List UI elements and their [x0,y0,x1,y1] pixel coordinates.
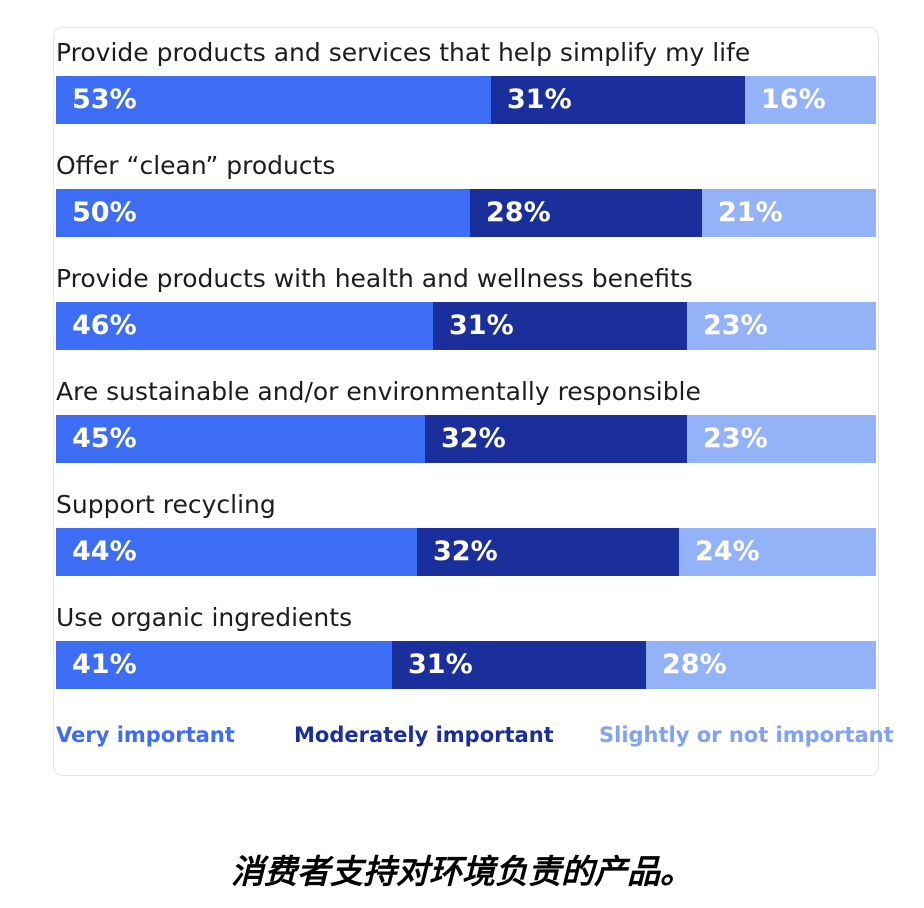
stacked-bar: 53% 31% 16% [56,76,876,124]
bar-value-label: 53% [72,84,137,115]
bar-value-label: 24% [695,536,760,567]
bar-segment-very-important [56,641,392,689]
legend-item-very-important: Very important [56,723,235,747]
bar-segment-slightly-important [679,528,876,576]
bar-segment-moderately-important [417,528,679,576]
bar-segment-moderately-important [470,189,702,237]
bar-segment-slightly-important [646,641,876,689]
category-label: Provide products with health and wellnes… [56,264,693,293]
bar-value-label: 31% [449,310,514,341]
bar-segment-slightly-important [687,302,876,350]
category-label: Support recycling [56,490,276,519]
bar-segment-very-important [56,528,417,576]
bar-segment-slightly-important [745,76,876,124]
bar-segment-very-important [56,302,433,350]
bar-segment-very-important [56,189,470,237]
bar-value-label: 50% [72,197,137,228]
bar-segment-very-important [56,76,491,124]
category-label: Provide products and services that help … [56,38,751,67]
bar-value-label: 21% [718,197,783,228]
bar-segment-slightly-important [687,415,876,463]
stacked-bar: 50% 28% 21% [56,189,876,237]
stacked-bar: 41% 31% 28% [56,641,876,689]
stacked-bar: 45% 32% 23% [56,415,876,463]
stacked-bar: 46% 31% 23% [56,302,876,350]
bar-value-label: 31% [408,649,473,680]
bar-segment-moderately-important [433,302,687,350]
bar-value-label: 44% [72,536,137,567]
bar-value-label: 31% [507,84,572,115]
bar-value-label: 28% [486,197,551,228]
bar-segment-moderately-important [491,76,745,124]
legend-item-slightly-important: Slightly or not important [599,723,894,747]
bar-value-label: 41% [72,649,137,680]
category-label: Use organic ingredients [56,603,353,632]
category-label: Offer “clean” products [56,151,336,180]
bar-value-label: 23% [703,310,768,341]
bar-value-label: 32% [441,423,506,454]
chart-card: Provide products and services that help … [53,27,894,776]
category-label: Are sustainable and/or environmentally r… [56,377,701,406]
legend-item-moderately-important: Moderately important [294,723,554,747]
bar-segment-slightly-important [702,189,876,237]
bar-value-label: 28% [662,649,727,680]
bar-value-label: 16% [761,84,826,115]
bar-value-label: 32% [433,536,498,567]
figure-caption: 消费者支持对环境负责的产品。 [231,852,693,891]
bar-segment-moderately-important [425,415,687,463]
bar-segment-moderately-important [392,641,646,689]
bar-value-label: 45% [72,423,137,454]
stacked-bar: 44% 32% 24% [56,528,876,576]
bar-value-label: 23% [703,423,768,454]
bar-value-label: 46% [72,310,137,341]
bar-segment-very-important [56,415,425,463]
